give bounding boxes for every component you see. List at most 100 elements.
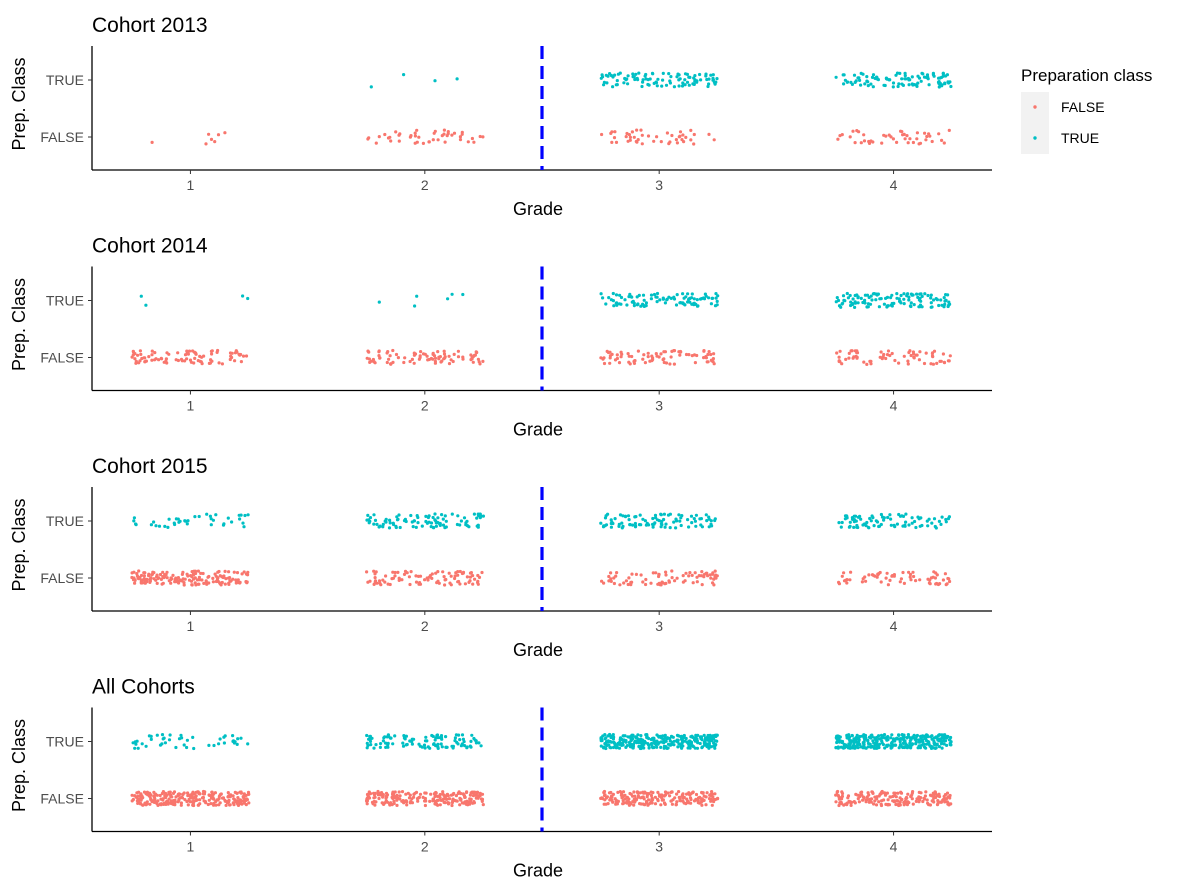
point-true (599, 739, 603, 743)
point-false (646, 134, 651, 138)
point-true (672, 85, 677, 89)
point-false (902, 581, 907, 586)
point-false (185, 799, 189, 804)
point-false (402, 360, 406, 365)
point-false (666, 791, 670, 795)
point-true (914, 525, 918, 530)
point-false (641, 790, 645, 794)
point-true (602, 83, 606, 87)
point-false (675, 792, 679, 796)
point-false (197, 575, 201, 580)
point-false (947, 128, 951, 132)
point-false (897, 361, 901, 365)
point-false (651, 798, 655, 802)
point-true (672, 520, 676, 524)
point-true (241, 521, 245, 525)
point-true (384, 517, 388, 522)
point-true (858, 514, 862, 519)
point-false (161, 570, 165, 574)
point-false (855, 355, 859, 359)
point-false (466, 800, 470, 804)
point-false (433, 794, 437, 799)
point-false (848, 578, 852, 582)
point-true (617, 522, 621, 527)
point-false (446, 802, 451, 806)
point-false (700, 803, 704, 807)
point-true (246, 513, 250, 517)
point-true (686, 300, 690, 304)
point-true (859, 517, 863, 521)
point-true (917, 517, 921, 521)
point-false (696, 798, 700, 803)
point-true (177, 520, 181, 524)
point-true (601, 296, 605, 300)
point-false (377, 135, 381, 139)
point-true (695, 79, 699, 83)
point-false (397, 578, 401, 583)
point-true (368, 739, 373, 744)
point-true (163, 524, 167, 529)
point-true (869, 82, 873, 86)
point-false (474, 350, 478, 354)
point-true (933, 524, 937, 529)
point-true (879, 512, 884, 517)
point-false (849, 349, 853, 353)
legend-title: Preparation class (1021, 66, 1152, 85)
point-false (687, 801, 691, 805)
point-true (655, 84, 659, 88)
point-false (424, 799, 428, 803)
point-true (476, 525, 480, 529)
point-false (214, 579, 218, 584)
panel-title: Cohort 2015 (92, 455, 208, 478)
point-false (181, 792, 185, 796)
point-false (697, 801, 702, 805)
point-true (453, 736, 457, 740)
point-false (207, 574, 211, 579)
point-false (628, 791, 632, 796)
point-true (649, 297, 654, 301)
point-false (844, 802, 848, 806)
point-false (855, 129, 859, 133)
point-false (169, 581, 173, 585)
point-false (438, 355, 442, 359)
point-false (240, 572, 244, 576)
point-false (935, 361, 939, 365)
point-true (688, 296, 692, 301)
point-true (633, 515, 637, 519)
point-false (664, 581, 668, 586)
point-true (887, 78, 891, 82)
point-false (480, 792, 485, 796)
point-true (646, 82, 650, 87)
point-true (909, 746, 913, 750)
point-true (459, 519, 463, 523)
point-true (690, 521, 694, 525)
point-false (664, 573, 668, 577)
point-false (906, 362, 910, 366)
point-true (623, 76, 627, 81)
point-false (850, 800, 854, 805)
point-false (174, 358, 178, 362)
point-false (169, 793, 173, 797)
point-false (386, 136, 391, 140)
point-true (432, 742, 436, 746)
point-true (372, 513, 376, 517)
point-true (871, 73, 876, 77)
point-false (461, 792, 465, 796)
point-false (164, 359, 168, 363)
y-axis-title: Prep. Class (9, 498, 29, 591)
point-true (401, 741, 405, 745)
point-false (838, 360, 842, 364)
point-false (695, 575, 699, 579)
point-true (837, 740, 842, 744)
point-false (149, 797, 153, 801)
point-true (698, 297, 703, 301)
point-true (936, 738, 940, 742)
point-false (861, 798, 865, 802)
point-false (136, 353, 140, 357)
point-false (244, 803, 248, 807)
point-false (442, 575, 446, 579)
point-true (676, 745, 680, 749)
point-false (366, 137, 370, 141)
point-false (602, 793, 607, 798)
point-true (940, 733, 944, 737)
